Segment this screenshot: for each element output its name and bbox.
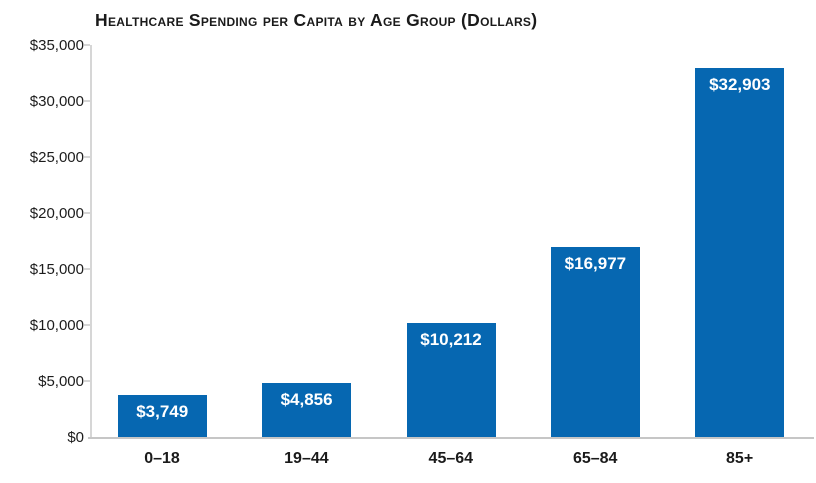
bar-value-label: $16,977 [564, 254, 627, 273]
y-axis-tick [84, 268, 90, 270]
bar-value-label: $4,856 [280, 390, 333, 409]
bar-19–44: $4,856 [262, 383, 352, 437]
y-axis-tick [84, 100, 90, 102]
plot-area: $0 $5,000 $10,000 $15,000 $20,000 $25,000 $30,… [30, 38, 814, 467]
y-axis-tick [84, 44, 90, 46]
y-axis-tick-label: $15,000 [29, 260, 84, 278]
bar-value-label: $32,903 [709, 75, 771, 94]
y-axis-tick-label: $20,000 [29, 204, 84, 222]
chart-title: Healthcare Spending per Capita by Age Gr… [95, 10, 538, 30]
bar-0–18: $3,749 [117, 395, 207, 437]
x-axis-category-label: 45–64 [428, 450, 474, 467]
bar-65–84: $16,977 [550, 247, 640, 437]
bar-value-label: $10,212 [420, 330, 482, 349]
y-axis-tick-label: $25,000 [29, 148, 84, 166]
x-axis-category-label: 65–84 [572, 450, 618, 467]
bar-45–64: $10,212 [406, 323, 496, 437]
y-axis-tick [84, 324, 90, 326]
y-axis-tick-label: $35,000 [29, 36, 84, 54]
y-axis-tick [84, 156, 90, 158]
y-axis-tick-label: $10,000 [29, 316, 84, 334]
y-axis-tick [84, 212, 90, 214]
x-axis-category-label: 85+ [726, 450, 754, 467]
x-axis-category-label: 19–44 [284, 450, 329, 467]
y-axis-tick [84, 380, 90, 382]
y-axis-line [90, 45, 92, 437]
y-axis-tick-label: $0 [67, 428, 84, 446]
bar-85+: $32,903 [695, 68, 785, 437]
y-axis-tick-label: $30,000 [29, 92, 84, 110]
y-axis-tick-label: $5,000 [38, 372, 84, 390]
x-axis-category-label: 0–18 [144, 450, 180, 467]
x-axis-line [88, 437, 814, 439]
bar-value-label: $3,749 [136, 402, 189, 421]
